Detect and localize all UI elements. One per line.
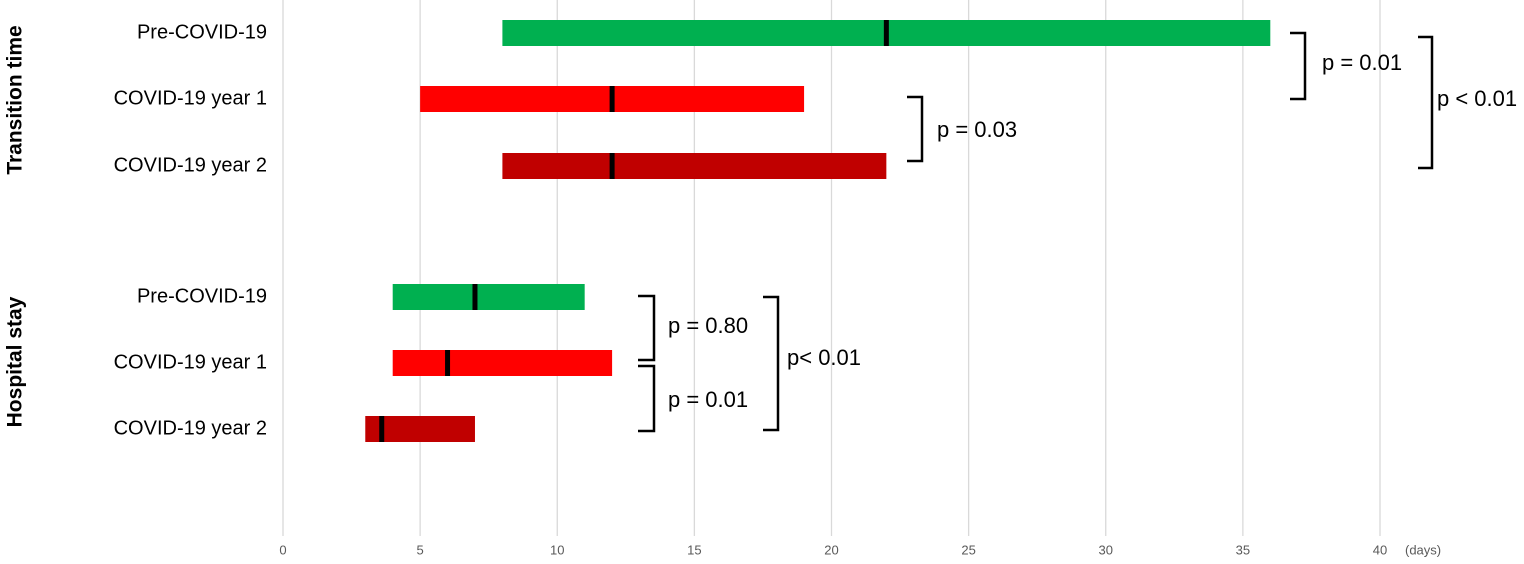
category-label: COVID-19 year 1 [114,351,267,373]
category-label: COVID-19 year 2 [114,417,267,439]
category-label: Pre-COVID-19 [137,285,267,307]
bracket [907,95,924,163]
range-bar [502,153,887,179]
category-label: COVID-19 year 2 [114,154,267,176]
group-label: Transition time [4,25,27,174]
x-tick-label: 35 [1236,542,1250,557]
x-tick-label: 10 [550,542,564,557]
p-value: p = 0.03 [937,117,1017,142]
range-bar [392,350,613,376]
bracket [763,295,780,432]
p-value: p = 0.80 [668,313,748,338]
x-tick-label: 15 [687,542,701,557]
x-tick-label: 25 [961,542,975,557]
bracket [638,364,656,433]
x-tick-label: 20 [824,542,838,557]
p-value: p< 0.01 [787,345,861,370]
p-value: p < 0.01 [1437,86,1517,111]
x-tick-label: 0 [279,542,286,557]
x-tick-label: 40 [1373,542,1387,557]
x-tick-label: 5 [417,542,424,557]
group-label: Hospital stay [4,296,27,427]
bracket [1290,31,1307,101]
range-bar [392,284,585,310]
bracket [1418,35,1434,170]
bracket [638,294,656,362]
category-label: COVID-19 year 1 [114,87,267,109]
category-label: Pre-COVID-19 [137,21,267,43]
p-value: p = 0.01 [1322,50,1402,75]
x-axis-label: (days) [1405,542,1441,557]
x-tick-label: 30 [1099,542,1113,557]
p-value: p = 0.01 [668,387,748,412]
